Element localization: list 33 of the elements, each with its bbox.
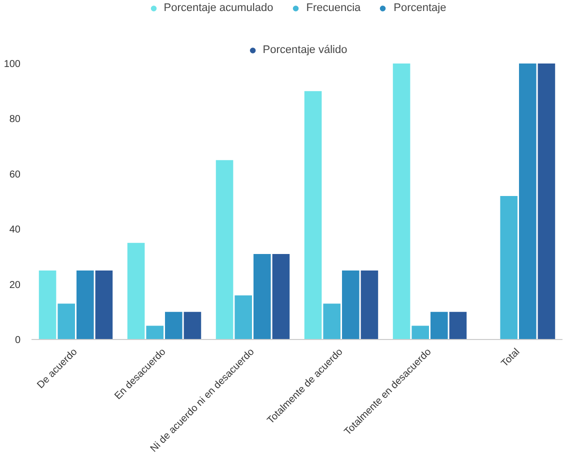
bar <box>342 270 360 340</box>
legend-label: Porcentaje acumulado <box>164 2 274 14</box>
y-tick-label: 0 <box>14 335 21 346</box>
bar <box>146 326 164 340</box>
y-tick-label: 60 <box>9 169 21 180</box>
bar <box>38 270 56 340</box>
bar <box>519 64 536 340</box>
legend-label: Porcentaje válido <box>262 44 348 56</box>
bar <box>430 312 448 340</box>
bar <box>392 64 410 340</box>
bar <box>216 160 234 340</box>
y-tick-label: 40 <box>9 224 21 236</box>
y-tick-label: 100 <box>4 59 21 70</box>
bar <box>127 242 145 340</box>
bar <box>184 312 202 340</box>
bar <box>449 312 467 340</box>
legend-label: Frecuencia <box>306 2 361 14</box>
bar <box>500 196 518 340</box>
bar <box>272 254 290 340</box>
bar <box>58 304 75 340</box>
bar <box>76 270 94 340</box>
bar <box>412 326 429 340</box>
bar <box>95 270 113 340</box>
bar <box>323 304 340 340</box>
legend-label: Porcentaje <box>394 2 446 14</box>
bar <box>254 254 271 340</box>
bar <box>165 312 182 340</box>
bar <box>538 64 556 340</box>
y-tick-label: 80 <box>9 114 21 126</box>
bar <box>234 295 252 340</box>
bar <box>360 270 378 340</box>
y-tick-label: 20 <box>9 280 21 291</box>
bar <box>304 91 322 340</box>
